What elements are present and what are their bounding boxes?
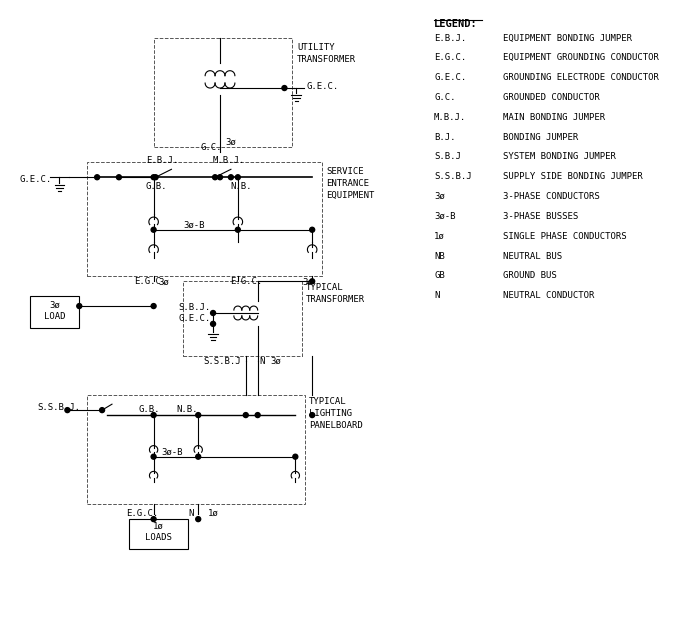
Text: GROUND BUS: GROUND BUS [503, 272, 557, 280]
Circle shape [211, 310, 216, 316]
Circle shape [235, 227, 240, 232]
Text: 3ø: 3ø [270, 357, 281, 366]
Circle shape [244, 413, 248, 418]
Circle shape [94, 175, 99, 180]
Text: M.B.J.: M.B.J. [213, 156, 245, 165]
Circle shape [309, 227, 314, 232]
Text: N.B.: N.B. [230, 182, 251, 191]
Circle shape [282, 86, 287, 91]
Circle shape [309, 413, 314, 418]
Text: GROUNDED CONDUCTOR: GROUNDED CONDUCTOR [503, 93, 600, 102]
Circle shape [151, 304, 156, 309]
Text: 3ø-B: 3ø-B [434, 212, 456, 221]
Text: SERVICE
ENTRANCE
EQUIPMENT: SERVICE ENTRANCE EQUIPMENT [326, 167, 375, 200]
Circle shape [196, 516, 201, 521]
Text: G.E.C.: G.E.C. [20, 175, 52, 183]
Text: G.B.: G.B. [139, 405, 160, 414]
Circle shape [151, 516, 156, 521]
Text: M.B.J.: M.B.J. [434, 113, 466, 122]
Text: 1ø: 1ø [434, 232, 444, 241]
Circle shape [309, 279, 314, 284]
Text: G.C.: G.C. [434, 93, 456, 102]
Text: SINGLE PHASE CONDUCTORS: SINGLE PHASE CONDUCTORS [503, 232, 627, 241]
Text: S.B.J.: S.B.J. [178, 303, 211, 312]
Text: UTILITY
TRANSFORMER: UTILITY TRANSFORMER [298, 43, 356, 64]
Circle shape [77, 304, 82, 309]
Text: NEUTRAL CONDUCTOR: NEUTRAL CONDUCTOR [503, 291, 595, 300]
Text: 3ø
LOAD: 3ø LOAD [44, 301, 65, 321]
Circle shape [65, 408, 70, 413]
Text: SYSTEM BONDING JUMPER: SYSTEM BONDING JUMPER [503, 153, 616, 162]
Text: SUPPLY SIDE BONDING JUMPER: SUPPLY SIDE BONDING JUMPER [503, 172, 643, 182]
Text: S.S.B.J.: S.S.B.J. [38, 403, 80, 412]
Text: N: N [188, 509, 194, 518]
Circle shape [99, 408, 104, 413]
Text: GB: GB [434, 272, 444, 280]
Text: B.J.: B.J. [434, 133, 456, 141]
Text: 1ø
LOADS: 1ø LOADS [145, 522, 172, 542]
Circle shape [211, 321, 216, 326]
Circle shape [235, 175, 240, 180]
Text: BONDING JUMPER: BONDING JUMPER [503, 133, 579, 141]
Text: 3ø: 3ø [225, 138, 236, 146]
Circle shape [116, 175, 121, 180]
Text: N: N [260, 357, 265, 366]
Text: TYPICAL
TRANSFORMER: TYPICAL TRANSFORMER [306, 284, 365, 304]
Circle shape [151, 175, 156, 180]
Text: NB: NB [434, 252, 444, 260]
Text: E.B.J.: E.B.J. [434, 34, 466, 43]
Text: NEUTRAL BUS: NEUTRAL BUS [503, 252, 563, 260]
Text: 3ø-B: 3ø-B [183, 221, 205, 230]
Text: S.S.B.J: S.S.B.J [434, 172, 472, 182]
Text: N.B.: N.B. [176, 405, 198, 414]
Circle shape [151, 454, 156, 459]
Text: 3ø-B: 3ø-B [162, 448, 183, 457]
Text: G.E.C.: G.E.C. [178, 314, 211, 323]
Circle shape [153, 175, 158, 180]
Text: EQUIPMENT GROUNDING CONDUCTOR: EQUIPMENT GROUNDING CONDUCTOR [503, 53, 659, 63]
Text: GROUNDING ELECTRODE CONDUCTOR: GROUNDING ELECTRODE CONDUCTOR [503, 73, 659, 82]
Text: G.E.C.: G.E.C. [306, 81, 339, 91]
Text: 3ø: 3ø [302, 277, 313, 286]
Text: G.C.: G.C. [200, 143, 222, 153]
Text: G.E.C.: G.E.C. [434, 73, 466, 82]
Text: S.S.B.J: S.S.B.J [203, 357, 241, 366]
Text: 1ø: 1ø [208, 509, 219, 518]
Text: 3-PHASE CONDUCTORS: 3-PHASE CONDUCTORS [503, 192, 600, 201]
Text: LEGEND:: LEGEND: [434, 19, 478, 29]
Circle shape [196, 454, 201, 459]
Text: E.G.C.: E.G.C. [434, 53, 466, 63]
Text: N: N [434, 291, 440, 300]
Circle shape [218, 175, 223, 180]
Circle shape [256, 413, 260, 418]
Text: S.B.J: S.B.J [434, 153, 461, 162]
Text: E.G.C.: E.G.C. [126, 509, 158, 518]
Circle shape [151, 227, 156, 232]
Text: E.G.C.: E.G.C. [230, 277, 262, 286]
Text: E.B.J.: E.B.J. [146, 156, 178, 165]
Circle shape [196, 413, 201, 418]
Text: 3-PHASE BUSSES: 3-PHASE BUSSES [503, 212, 579, 221]
Circle shape [151, 413, 156, 418]
Circle shape [293, 454, 297, 459]
Text: 3ø: 3ø [434, 192, 444, 201]
Text: TYPICAL
LIGHTING
PANELBOARD: TYPICAL LIGHTING PANELBOARD [309, 398, 363, 430]
Text: G.B.: G.B. [146, 182, 167, 191]
Text: MAIN BONDING JUMPER: MAIN BONDING JUMPER [503, 113, 606, 122]
Text: EQUIPMENT BONDING JUMPER: EQUIPMENT BONDING JUMPER [503, 34, 632, 43]
Text: 3ø: 3ø [159, 277, 169, 286]
Text: E.G.C.: E.G.C. [134, 277, 166, 286]
Circle shape [228, 175, 233, 180]
Circle shape [213, 175, 218, 180]
